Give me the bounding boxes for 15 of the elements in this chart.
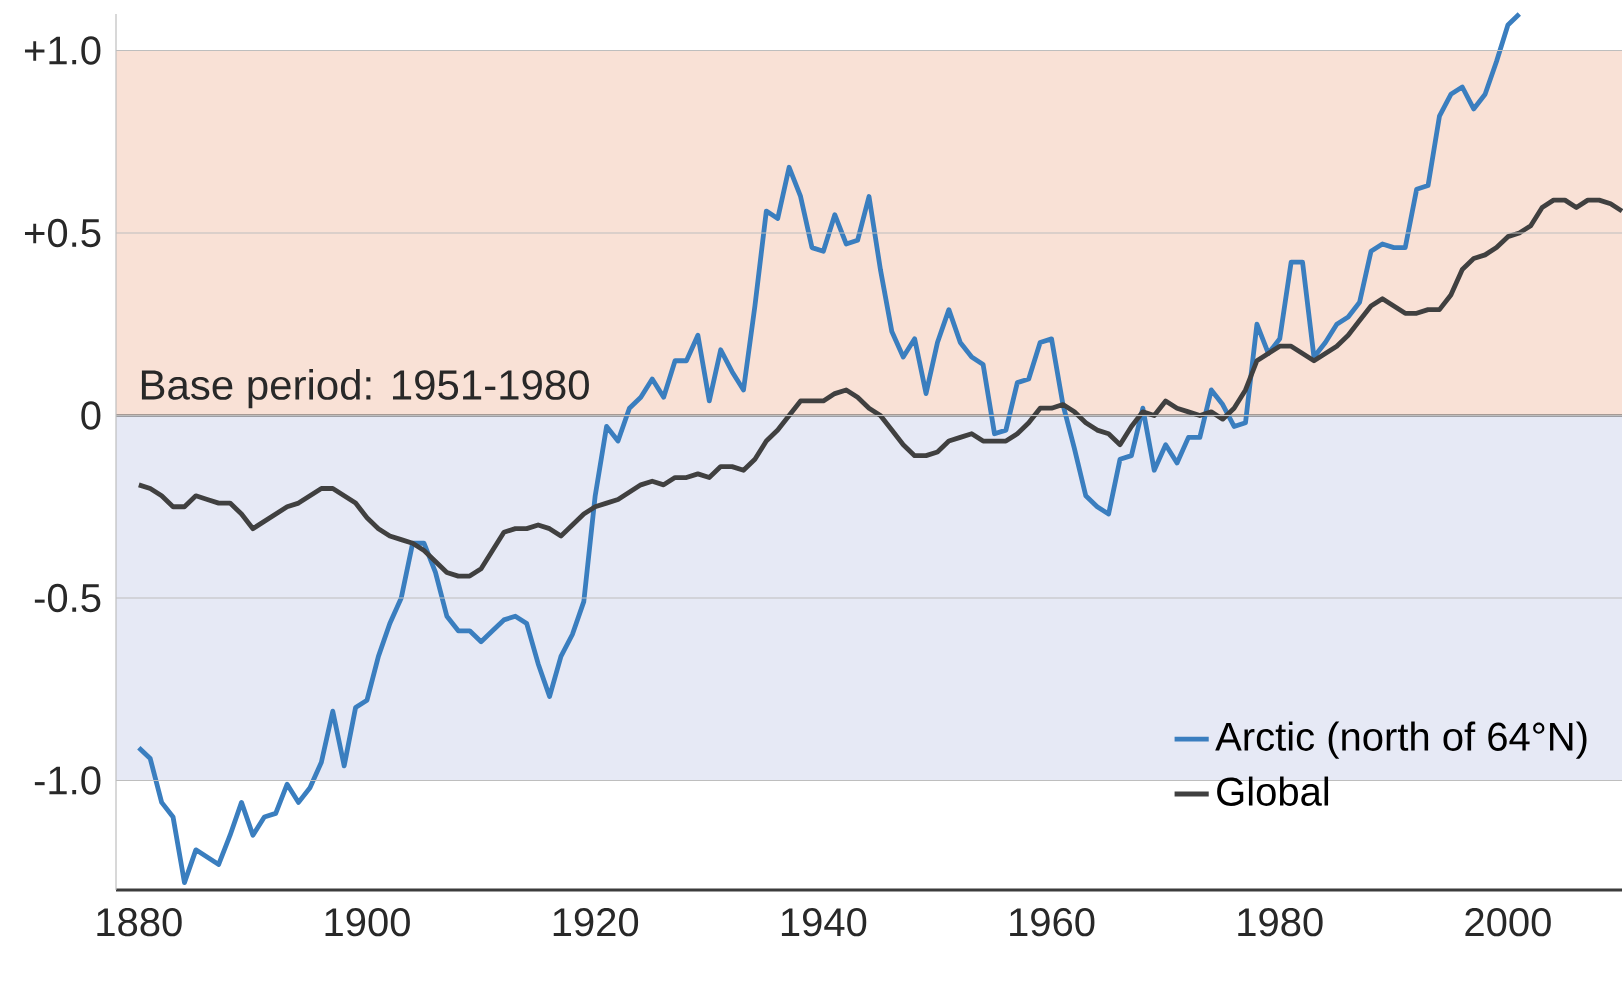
y-tick-label: +0.5 [24,218,101,248]
x-tick-label: 1940 [781,908,867,937]
y-tick-label: 0 [81,401,101,430]
x-tick-label: 2000 [1465,908,1551,937]
y-tick-label: -1.0 [34,766,101,795]
legend-label: Arctic (north of 64°N) [1215,721,1587,759]
x-tick-label: 1980 [1238,908,1323,937]
x-tick-label: 1900 [325,908,410,937]
x-tick-label: 1920 [553,908,639,937]
y-tick-label: +1.0 [24,36,101,65]
legend-label: Global [1217,776,1329,806]
x-tick-label: 1960 [1010,908,1095,937]
y-tick-label: -0.5 [34,583,101,613]
x-tick-label: 1880 [97,908,182,937]
annotation: Base period: 1951-1980 [141,369,589,409]
